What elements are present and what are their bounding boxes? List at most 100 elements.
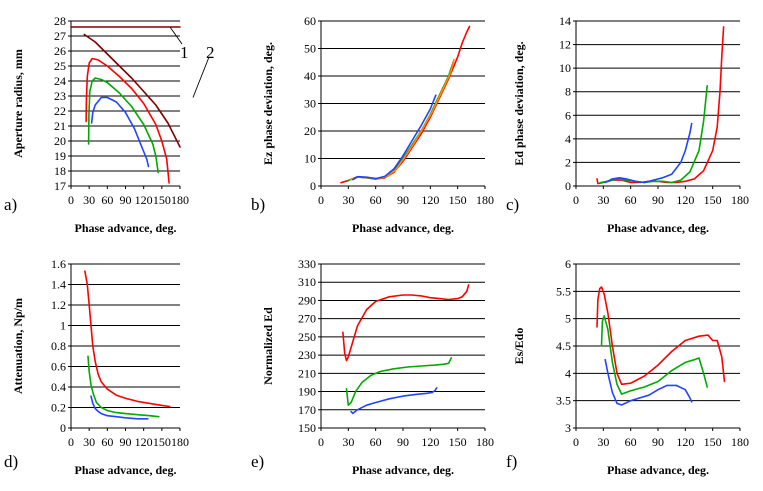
series-line-blue [352, 94, 437, 181]
x-tick-label: 180 [476, 435, 494, 449]
x-tick-label: 180 [731, 193, 749, 207]
x-axis-label: Phase advance, deg. [352, 221, 454, 235]
series-line-red [342, 284, 470, 362]
y-tick-label: 5 [565, 312, 571, 326]
x-axis-label: Phase advance, deg. [75, 463, 177, 477]
series-line-blue [604, 122, 693, 184]
series-line-blue [350, 387, 438, 415]
y-tick-label: 0 [565, 179, 571, 193]
panel-label: c) [506, 195, 519, 214]
annotation-leader [169, 26, 183, 45]
y-tick-label: 6 [565, 108, 571, 122]
x-tick-label: 150 [704, 193, 722, 207]
y-tick-label: 21 [54, 119, 66, 133]
panel-label: e) [251, 452, 264, 471]
panel-label: f) [506, 452, 517, 471]
series-line-blue [90, 395, 149, 420]
panel-label: d) [4, 452, 18, 471]
y-tick-label: 18 [54, 164, 66, 178]
x-tick-label: 150 [153, 435, 171, 449]
x-axis-label: Phase advance, deg. [352, 463, 454, 477]
y-tick-label: 10 [304, 152, 316, 166]
y-tick-label: 4.5 [556, 339, 571, 353]
annotation-label: 1 [180, 43, 189, 62]
series-line-red [84, 270, 171, 408]
y-tick-label: 25 [54, 59, 66, 73]
y-tick-label: 170 [298, 403, 316, 417]
x-tick-label: 90 [652, 435, 664, 449]
y-tick-label: 4 [565, 132, 571, 146]
x-tick-label: 60 [370, 435, 382, 449]
annotation-label: 2 [206, 43, 215, 62]
series-line-2 [83, 33, 181, 148]
x-tick-label: 180 [731, 435, 749, 449]
y-tick-label: 1.2 [51, 298, 66, 312]
y-tick-label: 0.6 [51, 360, 66, 374]
panel-d: 0 0.2 0.4 0.6 0.8 1 1.2 1.4 1.6 0 30 60 90 120 150 180 P… [4, 257, 189, 477]
panel-c: 0 2 4 6 8 10 12 14 0 30 60 90 120 150 180 Phase advance… [506, 14, 749, 235]
y-tick-label: 1.6 [51, 257, 66, 271]
x-tick-label: 180 [171, 193, 189, 207]
panel-e: 150 170 190 210 230 250 270 290 310 330 0 30 60 90 120… [251, 257, 494, 477]
y-tick-label: 24 [54, 74, 66, 88]
x-tick-label: 30 [597, 193, 609, 207]
series-line-red [340, 25, 471, 184]
x-tick-label: 30 [597, 435, 609, 449]
y-tick-label: 190 [298, 385, 316, 399]
y-tick-label: 17 [54, 179, 66, 193]
y-tick-label: 0.4 [51, 380, 66, 394]
y-axis-label: Es/Edo [512, 328, 526, 365]
y-tick-label: 210 [298, 366, 316, 380]
x-tick-label: 30 [83, 193, 95, 207]
x-tick-label: 60 [370, 193, 382, 207]
y-tick-label: 270 [298, 312, 316, 326]
y-tick-label: 20 [304, 124, 316, 138]
x-tick-label: 120 [421, 435, 439, 449]
y-tick-label: 0.8 [51, 339, 66, 353]
x-tick-label: 120 [421, 193, 439, 207]
y-axis-label: Normalized Ed [261, 307, 275, 385]
series-line-blue [604, 358, 693, 406]
y-tick-label: 14 [559, 14, 571, 28]
x-tick-label: 90 [397, 193, 409, 207]
y-axis-label: Ed phase deviation, deg. [512, 41, 526, 165]
y-tick-label: 26 [54, 44, 66, 58]
x-axis-label: Phase advance, deg. [75, 221, 177, 235]
panel-b: 0 10 20 30 40 50 60 0 30 60 90 120 150 180 Phase advan… [251, 14, 494, 235]
x-tick-label: 0 [318, 435, 324, 449]
panel-label: a) [4, 195, 17, 214]
series-line-orange [349, 58, 455, 181]
x-tick-label: 0 [573, 193, 579, 207]
y-tick-label: 8 [565, 85, 571, 99]
annotation-leader [192, 56, 210, 98]
y-tick-label: 310 [298, 275, 316, 289]
y-tick-label: 10 [559, 61, 571, 75]
y-tick-label: 20 [54, 134, 66, 148]
x-tick-label: 180 [476, 193, 494, 207]
x-tick-label: 120 [135, 193, 153, 207]
x-axis-label: Phase advance, deg. [607, 221, 709, 235]
series-line-red [596, 286, 726, 386]
x-tick-label: 0 [318, 193, 324, 207]
x-tick-label: 90 [120, 193, 132, 207]
x-tick-label: 60 [101, 435, 113, 449]
y-tick-label: 0.2 [51, 401, 66, 415]
y-tick-label: 28 [54, 14, 66, 28]
y-tick-label: 1 [60, 319, 66, 333]
y-tick-label: 30 [304, 97, 316, 111]
y-tick-label: 2 [565, 155, 571, 169]
x-tick-label: 60 [625, 193, 637, 207]
y-axis-label: Ez phase deviation, deg. [261, 42, 275, 165]
series-line-red [85, 57, 170, 184]
y-tick-label: 0 [60, 421, 66, 435]
x-tick-label: 150 [449, 193, 467, 207]
series-line-blue [90, 96, 150, 168]
series-line-green [599, 85, 709, 184]
y-axis-label: Attenuation, Np/m [11, 298, 25, 394]
x-tick-label: 30 [342, 193, 354, 207]
y-tick-label: 19 [54, 149, 66, 163]
x-tick-label: 150 [704, 435, 722, 449]
